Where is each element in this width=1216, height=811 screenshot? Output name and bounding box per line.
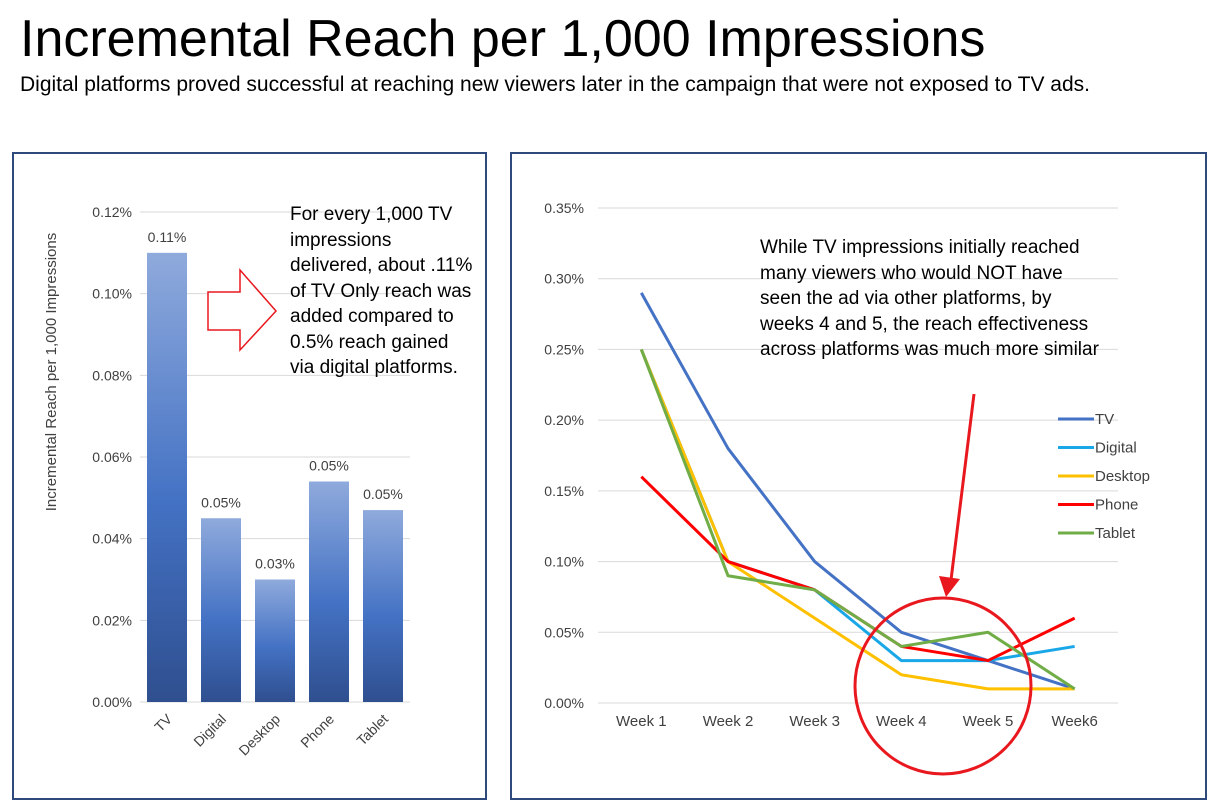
bar-data-label: 0.05% [363,486,403,502]
bar-y-tick-label: 0.12% [92,204,132,220]
bar-data-label: 0.05% [201,494,241,510]
bar-data-label: 0.05% [309,458,349,474]
bar-x-tick-label: Phone [297,711,337,751]
bar-y-axis-label: Incremental Reach per 1,000 Impressions [43,233,60,511]
bar-tv [147,252,187,703]
page-title: Incremental Reach per 1,000 Impressions [20,10,986,68]
bar-x-tick-label: Digital [190,711,229,750]
bar-digital [201,518,241,702]
bar-y-tick-label: 0.08% [92,367,132,383]
bar-desktop [255,579,295,702]
bar-y-tick-label: 0.04% [92,531,132,547]
page-subtitle: Digital platforms proved successful at r… [20,73,1090,96]
bar-phone [309,481,349,702]
bar-y-tick-label: 0.02% [92,612,132,628]
bar-x-tick-label: TV [151,710,175,734]
bar-x-tick-label: Tablet [353,711,391,749]
bar-y-tick-label: 0.00% [92,694,132,710]
bar-y-tick-label: 0.10% [92,286,132,302]
right-arrow-icon [207,268,278,352]
bar-tablet [363,510,403,702]
bar-chart-panel [12,152,487,800]
bar-y-tick-label: 0.06% [92,449,132,465]
bar-data-label: 0.03% [255,556,295,572]
line-chart-callout: While TV impressions initially reached m… [760,237,1099,360]
bar-data-label: 0.11% [148,229,187,245]
bar-x-tick-label: Desktop [235,711,283,759]
bar-chart-callout: For every 1,000 TV impressions delivered… [290,204,473,378]
